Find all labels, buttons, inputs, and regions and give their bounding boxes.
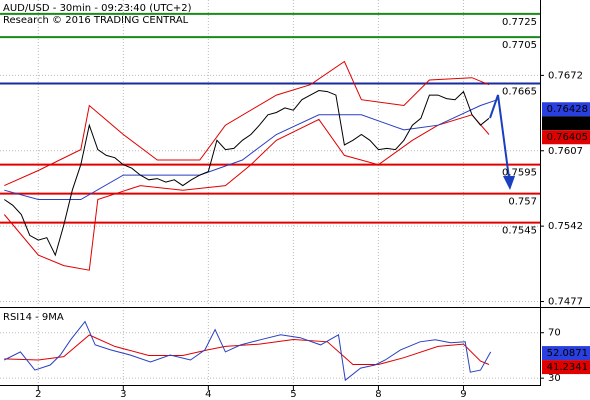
x-tick-label: 4 [205, 389, 211, 400]
y-tick-label: 0.7672 [548, 70, 583, 81]
value-marker [542, 116, 590, 131]
x-tick-label: 2 [35, 389, 41, 400]
series-line [4, 334, 490, 365]
value-marker-label: 52.0871 [547, 348, 588, 359]
arrow-head [503, 176, 515, 190]
value-marker [542, 360, 590, 375]
arrow-line [489, 94, 510, 179]
chart-title: AUD/USD - 30min - 09:23:40 (UTC+2) [3, 3, 192, 14]
value-marker-label: 41.2341 [547, 362, 588, 373]
level-label: 0.7545 [502, 226, 537, 237]
x-tick-label: 3 [120, 389, 126, 400]
series-line [4, 320, 492, 382]
series-line [3, 114, 490, 271]
value-marker-label: 0.76405 [547, 132, 588, 143]
y-tick-label: 70 [548, 328, 561, 339]
y-tick-label: 0.7477 [548, 297, 583, 308]
x-tick-label: 9 [460, 389, 466, 400]
level-label: 0.7705 [502, 40, 537, 51]
chart-subtitle: Research © 2016 TRADING CENTRAL [3, 15, 189, 26]
forecast-arrow [489, 94, 515, 190]
x-tick-label: 5 [290, 389, 296, 400]
value-marker [542, 346, 590, 361]
y-tick-label: 0.7607 [548, 146, 583, 157]
y-tick-label: 30 [548, 373, 561, 384]
level-label: 0.7595 [502, 168, 537, 179]
x-tick-label: 8 [375, 389, 381, 400]
series-line [4, 89, 490, 257]
value-marker-label: 0.76412 [547, 118, 588, 129]
series-line [4, 60, 490, 187]
value-marker [542, 130, 590, 145]
rsi-title: RSI14 - 9MA [3, 312, 64, 323]
y-tick-label: 0.7542 [548, 221, 583, 232]
series-line [4, 99, 498, 200]
value-marker-label: 0.76428 [547, 104, 588, 115]
level-label: 0.7665 [502, 86, 537, 97]
level-label: 0.7725 [502, 17, 537, 28]
level-label: 0.757 [508, 197, 537, 208]
value-marker [542, 102, 590, 117]
